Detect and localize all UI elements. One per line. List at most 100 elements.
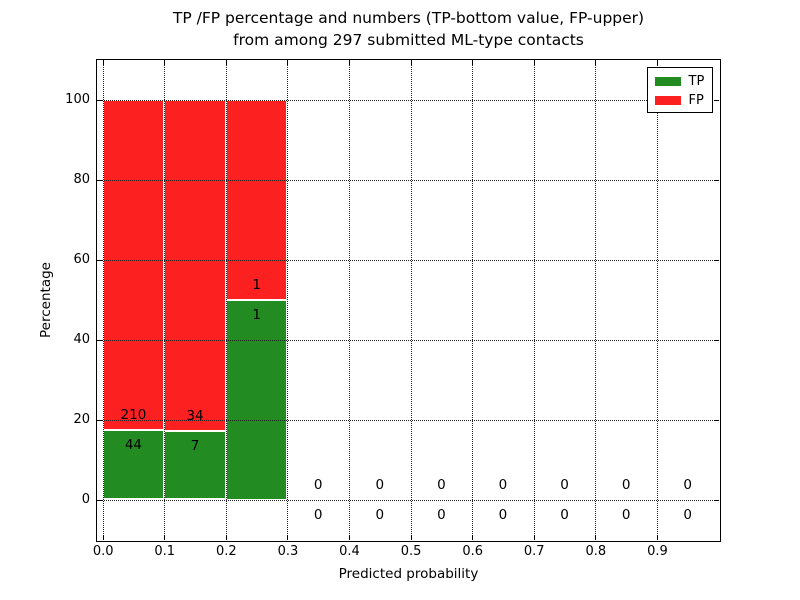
gridline-vertical: [472, 59, 474, 540]
x-tick-label: 0.4: [339, 544, 360, 559]
x-tickmark-top: [533, 59, 535, 65]
y-tickmark-right: [713, 499, 719, 501]
fp-count-label: 0: [683, 476, 692, 493]
legend-item-tp: TP: [654, 72, 712, 91]
legend-box: TP FP: [646, 66, 713, 113]
gridline-vertical: [225, 59, 227, 540]
gridline-horizontal: [96, 339, 719, 341]
y-tickmark-left: [96, 339, 102, 341]
x-tickmark-bottom: [533, 534, 535, 540]
x-tickmark-top: [102, 59, 104, 65]
y-tickmark-right: [713, 259, 719, 261]
chart-title-line1: TP /FP percentage and numbers (TP-bottom…: [172, 9, 645, 27]
x-tick-label: 0.1: [154, 544, 176, 559]
gridline-horizontal: [96, 259, 719, 261]
y-tick-label: 0: [81, 492, 90, 507]
x-tick-label: 0.6: [462, 544, 483, 559]
tp-count-label: 0: [437, 506, 446, 523]
x-tickmark-top: [348, 59, 350, 65]
fp-color-swatch: [654, 95, 681, 105]
fp-count-label: 0: [560, 476, 569, 493]
x-tickmark-bottom: [164, 534, 166, 540]
y-tickmark-right: [713, 179, 719, 181]
gridline-horizontal: [96, 419, 719, 421]
y-tick-label: 100: [65, 92, 90, 107]
x-tickmark-top: [410, 59, 412, 65]
x-tickmark-top: [595, 59, 597, 65]
y-tickmark-right: [713, 99, 719, 101]
tp-count-label: 0: [683, 506, 692, 523]
bar-segment-tp: [102, 430, 165, 500]
plot-area: 210 44 34 7 1 1 0 0 0 0 0 0 0 0 0 0 0 0 0 0: [96, 59, 719, 540]
x-tickmark-top: [225, 59, 227, 65]
bar-segment-tp: [225, 299, 288, 500]
gridline-horizontal: [96, 179, 719, 181]
gridline-vertical: [533, 59, 535, 540]
gridline-vertical: [410, 59, 412, 540]
x-tickmark-top: [164, 59, 166, 65]
fp-count-label: 0: [621, 476, 631, 493]
y-tickmark-left: [96, 419, 102, 421]
bar-segment-tp: [164, 431, 226, 500]
x-tickmark-bottom: [472, 534, 474, 540]
y-tick-label: 40: [73, 332, 90, 347]
y-tick-label: 60: [73, 252, 90, 267]
y-tickmark-left: [96, 99, 102, 101]
x-tickmark-top: [472, 59, 474, 65]
x-tickmark-bottom: [225, 534, 227, 540]
x-tickmark-top: [287, 59, 289, 65]
gridline-vertical: [102, 59, 104, 540]
gridline-vertical: [656, 59, 658, 540]
bar-segment-fp: [164, 99, 226, 432]
x-tickmark-bottom: [656, 534, 658, 540]
gridline-vertical: [164, 59, 166, 540]
tp-count-label: 44: [124, 437, 143, 454]
tp-count-label: 7: [190, 438, 200, 455]
y-tick-label: 20: [73, 412, 90, 427]
fp-count-label: 0: [375, 476, 385, 493]
plot-frame: 210 44 34 7 1 1 0 0 0 0 0 0 0 0 0 0 0 0 0 0: [95, 58, 721, 542]
y-tickmark-left: [96, 259, 102, 261]
tp-color-swatch: [654, 76, 681, 86]
y-axis-label: Percentage: [38, 262, 54, 338]
chart-title-line2: from among 297 submitted ML-type contact…: [233, 31, 584, 49]
x-tickmark-bottom: [102, 534, 104, 540]
fp-count-label: 0: [313, 476, 323, 493]
chart-title: TP /FP percentage and numbers (TP-bottom…: [96, 7, 721, 51]
x-tick-label: 0.5: [400, 544, 422, 559]
x-tick-label: 0.7: [523, 544, 545, 559]
gridline-vertical: [348, 59, 350, 540]
bar-segment-fp: [225, 99, 288, 300]
y-tickmark-right: [713, 339, 719, 341]
tp-count-label: 0: [375, 506, 385, 523]
fp-count-label: 0: [498, 476, 508, 493]
tp-count-label: 0: [498, 506, 508, 523]
x-tickmark-bottom: [348, 534, 350, 540]
gridline-vertical: [287, 59, 289, 540]
fp-count-label: 1: [252, 276, 261, 293]
legend-item-fp: FP: [654, 91, 712, 110]
x-tickmark-bottom: [410, 534, 412, 540]
y-tick-label: 80: [73, 172, 90, 187]
legend-label-fp: FP: [688, 92, 704, 108]
gridline-vertical: [595, 59, 597, 540]
x-tickmark-bottom: [287, 534, 289, 540]
x-tickmark-top: [656, 59, 658, 65]
x-tick-label: 0.0: [92, 544, 114, 559]
tp-count-label: 0: [560, 506, 569, 523]
x-tick-label: 0.8: [585, 544, 607, 559]
x-tickmark-bottom: [595, 534, 597, 540]
y-tickmark-left: [96, 179, 102, 181]
x-axis-label: Predicted probability: [338, 566, 479, 582]
tp-count-label: 1: [252, 306, 261, 323]
tp-count-label: 0: [621, 506, 631, 523]
fp-count-label: 210: [120, 407, 147, 424]
y-tickmark-right: [713, 419, 719, 421]
bar-segment-fp: [102, 99, 165, 431]
x-tick-label: 0.3: [277, 544, 299, 559]
y-tickmark-left: [96, 499, 102, 501]
x-tick-label: 0.2: [215, 544, 237, 559]
x-tick-label: 0.9: [647, 544, 668, 559]
fp-count-label: 34: [186, 408, 204, 425]
